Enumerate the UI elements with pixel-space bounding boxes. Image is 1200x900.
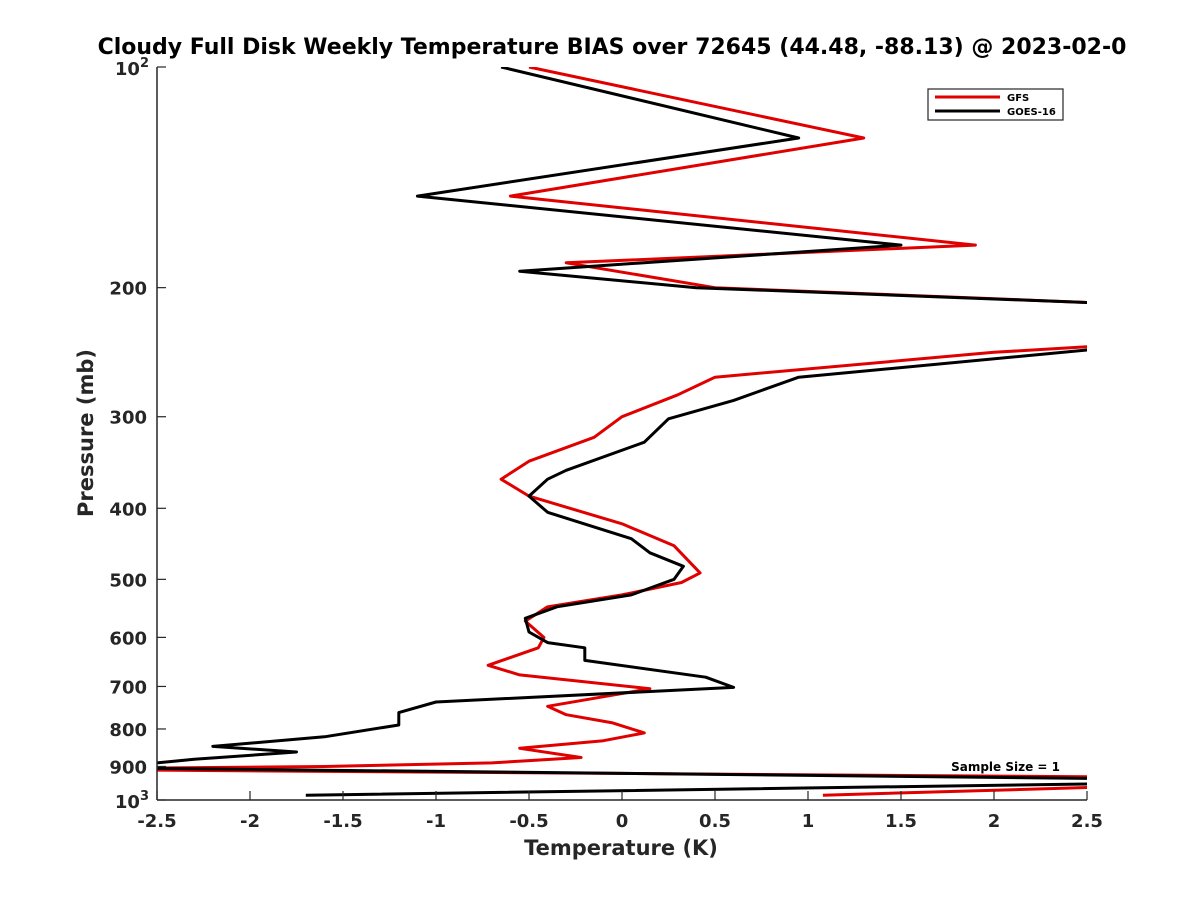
x-tick-label: 2.5: [1071, 811, 1103, 832]
y-tick-label: 300: [109, 408, 147, 429]
x-tick-label: 0.5: [699, 811, 731, 832]
y-axis-ticks: 102 200 300 400 500 600 700 800 900 103: [109, 56, 166, 813]
legend: GFS GOES-16: [927, 88, 1064, 121]
chart-title: Cloudy Full Disk Weekly Temperature BIAS…: [98, 35, 1127, 60]
x-tick-label: -1: [426, 811, 446, 832]
sample-size-annotation: Sample Size = 1: [951, 760, 1060, 774]
y-tick-label: 200: [109, 279, 147, 300]
legend-box: [927, 88, 1064, 121]
x-axis-ticks: -2.5 -2 -1.5 -1 -0.5 0 0.5 1 1.5 2 2.5: [137, 791, 1103, 832]
y-tick-label: 102: [115, 56, 149, 80]
series-line-gfs: [157, 67, 1087, 797]
y-tick-label: 400: [109, 499, 147, 520]
y-tick-label: 600: [109, 628, 147, 649]
legend-label-gfs: GFS: [1007, 93, 1029, 104]
series-line-goes-16: [157, 67, 1087, 797]
series-layer: [157, 67, 1087, 797]
x-tick-label: 0: [616, 811, 629, 832]
x-tick-label: -2.5: [137, 811, 176, 832]
x-tick-label: 2: [988, 811, 1001, 832]
x-tick-label: -1.5: [323, 811, 362, 832]
legend-label-goes-16: GOES-16: [1007, 107, 1056, 118]
y-tick-label: 103: [115, 789, 149, 813]
x-tick-label: -0.5: [509, 811, 548, 832]
y-tick-label: 700: [109, 677, 147, 698]
x-tick-label: 1.5: [885, 811, 917, 832]
x-tick-label: -2: [240, 811, 260, 832]
y-tick-label: 500: [109, 570, 147, 591]
y-tick-label: 800: [109, 720, 147, 741]
y-axis-label: Pressure (mb): [74, 349, 98, 517]
x-axis-label: Temperature (K): [524, 836, 718, 860]
y-tick-label: 900: [109, 757, 147, 778]
x-tick-label: 1: [802, 811, 815, 832]
